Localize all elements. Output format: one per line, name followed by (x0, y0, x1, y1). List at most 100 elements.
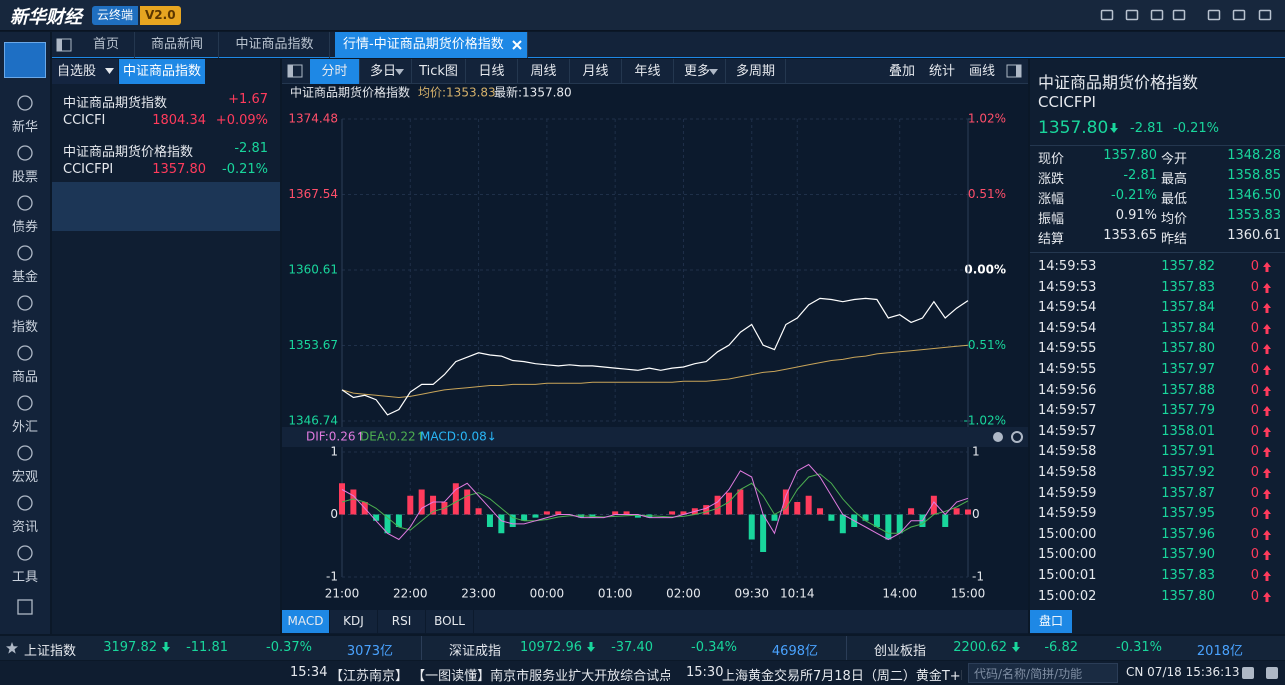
indicator-tab[interactable]: BOLL (426, 610, 473, 633)
tick-time: 14:59:55 (1038, 341, 1097, 357)
y2-tick-label: -0.51% (964, 338, 1006, 352)
tick-price: 1357.96 (1161, 526, 1215, 542)
legend-label: DEA:0.22↑ (360, 430, 426, 444)
x-tick-label: 10:14 (780, 587, 815, 601)
tab[interactable]: 行情-中证商品期货价格指数 (335, 32, 528, 58)
tick-volume: 0 (1250, 259, 1259, 274)
tick-price: 1357.84 (1161, 320, 1215, 336)
panel-tab[interactable]: 盘口 (1030, 610, 1072, 633)
nav-label[interactable]: 基金 (11, 270, 38, 285)
index-pct: -0.37% (266, 640, 312, 655)
nav-label[interactable]: 商品 (11, 370, 38, 385)
tab[interactable]: 中证商品指数 (220, 32, 330, 58)
tick-price: 1357.80 (1161, 341, 1215, 357)
nav-label[interactable]: 股票 (11, 170, 38, 185)
macd-bar (771, 514, 778, 521)
index-name: 创业板指 (874, 644, 927, 659)
toolbar-button[interactable]: 分时 (310, 59, 360, 84)
arrow-up (1263, 406, 1271, 417)
divider (1030, 145, 1285, 146)
divider (846, 636, 847, 660)
stat-value: 1348.28 (1227, 148, 1281, 163)
x-tick-label: 15:00 (951, 587, 986, 601)
index-amount: 3073亿 (346, 644, 393, 659)
nav-label[interactable]: 工具 (11, 570, 38, 585)
macd-bar (839, 514, 846, 534)
chart-avg: 均价:1353.83 (418, 86, 496, 100)
arrow-up (1263, 447, 1271, 458)
indicator-header (282, 427, 1028, 447)
icon-shape (1232, 9, 1246, 21)
indicator-tab[interactable]: RSI (378, 610, 425, 633)
stat-value: 1357.80 (1103, 148, 1157, 163)
tick-volume: 0 (1250, 423, 1259, 439)
arrow-down (587, 642, 595, 652)
macd-bar (612, 511, 619, 515)
y-tick-label: 1360.61 (288, 263, 338, 277)
macd-bar (509, 514, 516, 527)
bar-icon (1242, 667, 1254, 679)
toolbar-button[interactable]: 多周期 (726, 59, 786, 84)
tick-price: 1357.79 (1161, 403, 1215, 419)
y-tick-label: 1353.67 (288, 338, 338, 352)
arrow-up (1263, 365, 1271, 375)
toolbar-button[interactable]: 周线 (518, 59, 570, 84)
indicator-tab[interactable]: KDJ (330, 610, 377, 633)
arrow-up (1263, 529, 1271, 540)
toolbar-button[interactable]: Tick图 (412, 59, 466, 84)
bar-icon (1266, 667, 1278, 679)
tick-time: 14:59:55 (1038, 362, 1097, 377)
macd-bar (669, 511, 676, 515)
toolbar-button[interactable]: 叠加 (888, 64, 915, 79)
dropdown (709, 69, 718, 75)
arrow-shape (1263, 591, 1271, 602)
toolbar-button[interactable]: 日线 (466, 59, 518, 84)
y-tick-label: 1 (330, 445, 338, 459)
stat-value: 1353.83 (1227, 208, 1281, 223)
tick-price: 1357.83 (1161, 568, 1215, 583)
nav-label[interactable]: 指数 (11, 320, 38, 335)
nav-label[interactable]: 外汇 (11, 420, 38, 435)
icon-shape (709, 69, 718, 75)
tick-time: 14:59:57 (1038, 403, 1097, 419)
x-tick-label: 09:30 (734, 587, 769, 601)
nav-label[interactable]: 宏观 (11, 470, 38, 485)
icon-shape (1016, 65, 1021, 77)
icon-shape (288, 65, 293, 77)
clock: CN 07/18 15:36:13 (1126, 665, 1240, 679)
series-line (341, 463, 969, 541)
nav-label[interactable]: 资讯 (11, 520, 38, 535)
icon-shape (17, 445, 33, 461)
toolbar-button[interactable]: 画线 (968, 64, 995, 79)
search-box[interactable]: 代码/名称/简拼/功能 (968, 663, 1118, 683)
watch-tab[interactable]: 中证商品指数 (119, 59, 205, 84)
arrow-shape (1263, 468, 1271, 478)
watch-tab[interactable]: 自选股 (52, 59, 118, 84)
indicator-strip (474, 610, 1028, 633)
toolbar-button[interactable]: 年线 (622, 59, 674, 84)
toolbar-button[interactable]: 月线 (570, 59, 622, 84)
series-line (341, 297, 969, 416)
stat-value: 1358.85 (1227, 168, 1281, 183)
icon-shape (1125, 9, 1139, 21)
tick-time: 14:59:54 (1038, 300, 1097, 316)
macd-bar (908, 508, 915, 515)
toolbar-button[interactable]: 更多 (674, 59, 726, 84)
index-pct: -0.34% (691, 640, 737, 655)
macd-bar (703, 505, 710, 515)
tab[interactable]: 首页 (78, 32, 135, 58)
arrow-shape (1263, 447, 1271, 458)
macd-bar (532, 514, 539, 518)
tick-volume: 0 (1250, 485, 1259, 501)
indicator-tab[interactable]: MACD (282, 610, 329, 633)
macd-bar (794, 502, 801, 515)
nav-label[interactable]: 新华 (11, 120, 38, 135)
macd-bar (464, 489, 471, 515)
toolbar-button[interactable]: 统计 (928, 64, 955, 79)
news-headline[interactable]: 上海黄金交易所7月18日（周二）黄金T+D 收 (722, 669, 962, 684)
badge: 云终端 (92, 6, 139, 25)
news-headline[interactable]: 【江苏南京】 【一图读懂】南京市服务业扩大开放综合试点 (330, 669, 670, 684)
toolbar-button[interactable]: 多日 (360, 59, 412, 84)
tab[interactable]: 商品新闻 (136, 32, 219, 58)
nav-label[interactable]: 债券 (11, 220, 38, 235)
